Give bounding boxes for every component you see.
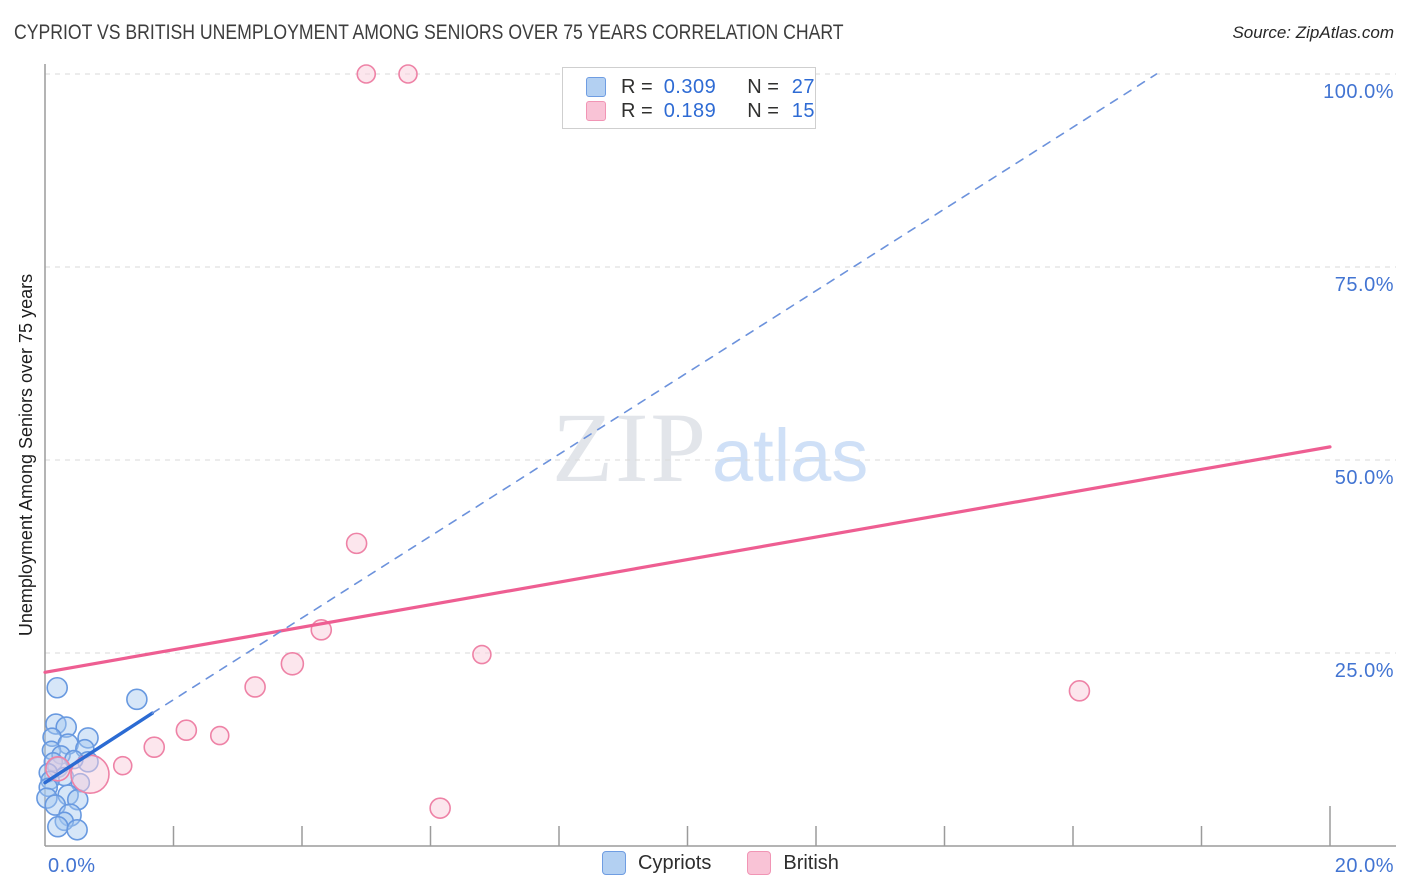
scatter-point-cypriots[interactable] bbox=[126, 688, 148, 711]
scatter-point-cypriots[interactable] bbox=[66, 818, 88, 841]
page-title: CYPRIOT VS BRITISH UNEMPLOYMENT AMONG SE… bbox=[14, 21, 844, 44]
scatter-point-british[interactable] bbox=[112, 755, 133, 776]
scatter-point-british[interactable] bbox=[209, 725, 230, 746]
legend-item-cypriots[interactable]: Cypriots bbox=[602, 851, 711, 875]
r-value-british: 0.189 bbox=[663, 99, 717, 122]
british-swatch-icon bbox=[747, 851, 772, 875]
legend-row-british[interactable]: R = 0.189 N = 15 bbox=[586, 99, 815, 123]
n-label: N = bbox=[747, 99, 779, 122]
scatter-point-british[interactable] bbox=[45, 755, 71, 782]
r-value-cypriots: 0.309 bbox=[663, 75, 717, 98]
scatter-point-cypriots[interactable] bbox=[46, 676, 69, 699]
y-tick-label: 25.0% bbox=[1335, 660, 1394, 682]
r-label: R = bbox=[621, 99, 653, 122]
scatter-point-british[interactable] bbox=[244, 676, 266, 698]
legend-label-british: British bbox=[783, 851, 839, 874]
scatter-point-british[interactable] bbox=[429, 797, 451, 819]
legend-row-cypriots[interactable]: R = 0.309 N = 27 bbox=[586, 75, 815, 99]
cypriots-swatch-icon bbox=[586, 77, 606, 97]
y-tick-label: 100.0% bbox=[1323, 81, 1394, 103]
y-tick-label: 75.0% bbox=[1335, 274, 1394, 296]
n-label: N = bbox=[747, 75, 779, 98]
source-attribution: Source: ZipAtlas.com bbox=[1232, 23, 1394, 42]
british-swatch-icon bbox=[586, 101, 606, 121]
scatter-point-cypriots[interactable] bbox=[36, 787, 58, 809]
scatter-point-british[interactable] bbox=[356, 64, 377, 84]
scatter-point-british[interactable] bbox=[472, 644, 492, 665]
scatter-point-british[interactable] bbox=[280, 652, 305, 676]
scatter-point-cypriots[interactable] bbox=[47, 815, 69, 838]
scatter-point-british[interactable] bbox=[398, 64, 418, 84]
scatter-point-british[interactable] bbox=[175, 719, 198, 742]
watermark-atlas: atlas bbox=[712, 414, 869, 497]
x-tick-label: 0.0% bbox=[48, 855, 96, 877]
y-tick-label: 50.0% bbox=[1335, 467, 1394, 489]
scatter-point-british[interactable] bbox=[143, 736, 166, 758]
r-label: R = bbox=[621, 75, 653, 98]
watermark-zip: ZIP bbox=[552, 392, 708, 503]
watermark: ZIPatlas bbox=[552, 398, 868, 498]
x-tick-label: 20.0% bbox=[1335, 855, 1394, 877]
y-axis-label: Unemployment Among Seniors over 75 years bbox=[16, 273, 36, 637]
legend-item-british[interactable]: British bbox=[747, 851, 839, 875]
cypriots-swatch-icon bbox=[602, 851, 626, 875]
n-value-british: 15 bbox=[791, 99, 815, 122]
legend-label-cypriots: Cypriots bbox=[638, 851, 712, 874]
series-legend: Cypriots British bbox=[602, 851, 839, 875]
scatter-point-british[interactable] bbox=[345, 532, 368, 555]
scatter-point-british[interactable] bbox=[1068, 680, 1091, 702]
gridlines bbox=[45, 73, 1396, 654]
scatter-point-british[interactable] bbox=[310, 619, 333, 641]
n-value-cypriots: 27 bbox=[791, 75, 815, 98]
correlation-legend: R = 0.309 N = 27 R = 0.189 N = 15 bbox=[562, 67, 816, 129]
scatter-point-british[interactable] bbox=[70, 754, 110, 795]
